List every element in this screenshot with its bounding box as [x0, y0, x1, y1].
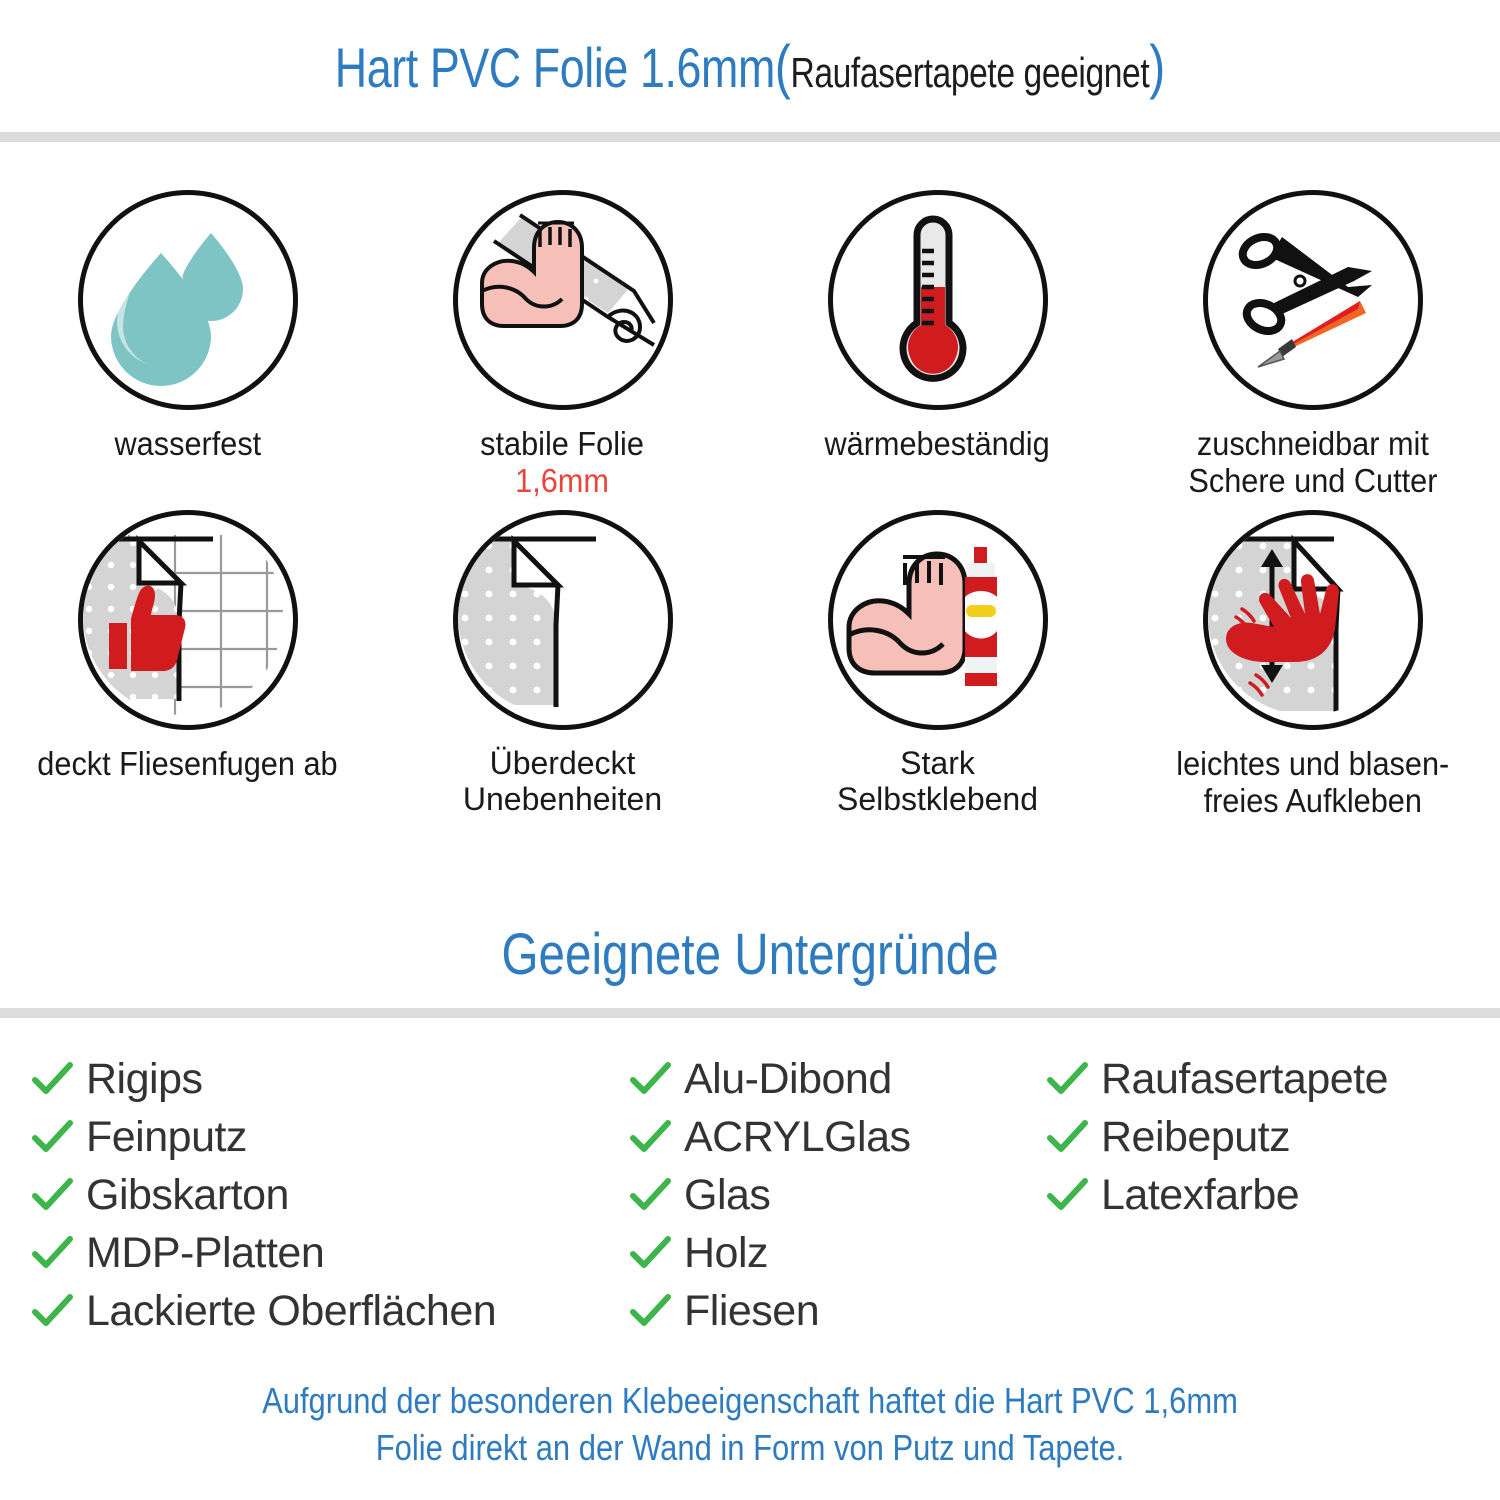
check-icon [628, 1173, 672, 1217]
check-icon [30, 1115, 74, 1159]
feature-selbstklebend: Stark Selbstklebend [750, 500, 1125, 840]
feature-caption: Stark Selbstklebend [836, 745, 1039, 817]
substrate-label: MDP-Platten [86, 1228, 325, 1277]
check-icon [628, 1289, 672, 1333]
list-item: MDP-Platten [30, 1224, 496, 1282]
scissors-cutter-icon [1202, 190, 1423, 410]
feature-caption: wasserfest [114, 425, 261, 462]
title-main: Hart PVC Folie 1.6mm [334, 35, 776, 99]
section-heading: Geeignete Untergründe [0, 900, 1500, 1008]
feature-waermebestaendig: wärmebeständig [750, 160, 1125, 500]
arm-glue-icon [827, 510, 1048, 730]
divider-middle [0, 1008, 1500, 1018]
check-icon [628, 1115, 672, 1159]
substrate-label: Reibeputz [1101, 1112, 1291, 1161]
feature-zuschneidbar: zuschneidbar mit Schere und Cutter [1125, 160, 1500, 500]
substrate-column-3: Raufasertapete Reibeputz Latexfarbe [1045, 1050, 1389, 1224]
list-item: Feinputz [30, 1108, 496, 1166]
list-item: ACRYLGlas [628, 1108, 911, 1166]
substrate-column-1: Rigips Feinputz Gibskarton MDP-Platten L… [30, 1050, 497, 1340]
substrate-label: Raufasertapete [1101, 1054, 1389, 1103]
list-item: Latexfarbe [1045, 1166, 1388, 1224]
water-drops-icon [77, 190, 298, 410]
substrate-label: Lackierte Oberflächen [86, 1286, 497, 1335]
feature-ueberdeckt: Überdeckt Unebenheiten [375, 500, 750, 840]
footer-line-1: Aufgrund der besonderen Klebeeigenschaft… [262, 1380, 1238, 1421]
feature-caption: leichtes und blasen- freies Aufkleben [1176, 745, 1449, 819]
substrate-checklist: Rigips Feinputz Gibskarton MDP-Platten L… [0, 1050, 1500, 1350]
check-icon [1045, 1115, 1089, 1159]
list-item: Reibeputz [1045, 1108, 1388, 1166]
feature-caption: wärmebeständig [824, 425, 1051, 462]
list-item: Fliesen [628, 1282, 911, 1340]
feature-blasenfrei: leichtes und blasen- freies Aufkleben [1125, 500, 1500, 840]
thickness-value: 1,6mm [515, 461, 610, 499]
substrate-label: Glas [684, 1170, 771, 1219]
check-icon [30, 1057, 74, 1101]
strong-film-roll-icon [452, 190, 673, 410]
substrate-label: Feinputz [86, 1112, 247, 1161]
title-subtitle: Raufasertapete geeignet [790, 48, 1150, 96]
page-title: Hart PVC Folie 1.6mm(Raufasertapete geei… [0, 0, 1500, 132]
thumbs-up-tile-icon [77, 510, 298, 730]
feature-grid: wasserfest stabile F [0, 160, 1500, 900]
substrate-label: Rigips [86, 1054, 203, 1103]
substrate-label: ACRYLGlas [684, 1112, 911, 1161]
list-item: Raufasertapete [1045, 1050, 1389, 1108]
feature-wasserfest: wasserfest [0, 160, 375, 500]
divider-top [0, 132, 1500, 142]
check-icon [30, 1231, 74, 1275]
list-item: Glas [628, 1166, 911, 1224]
hand-smoothing-icon [1202, 510, 1423, 730]
substrate-label: Holz [684, 1228, 769, 1277]
feature-caption: zuschneidbar mit Schere und Cutter [1187, 425, 1438, 499]
check-icon [1045, 1057, 1089, 1101]
check-icon [1045, 1173, 1089, 1217]
substrate-label: Fliesen [684, 1286, 820, 1335]
substrate-label: Gibskarton [86, 1170, 289, 1219]
list-item: Holz [628, 1224, 911, 1282]
title-paren-open: ( [775, 32, 791, 100]
feature-caption: Überdeckt Unebenheiten [462, 745, 663, 817]
feature-fliesenfugen: deckt Fliesenfugen ab [0, 500, 375, 840]
list-item: Rigips [30, 1050, 496, 1108]
footer-note: Aufgrund der besonderen Klebeeigenschaft… [0, 1378, 1500, 1472]
check-icon [30, 1173, 74, 1217]
thermometer-icon [827, 190, 1048, 410]
feature-caption: stabile Folie 1,6mm [480, 425, 645, 499]
section-heading-text: Geeignete Untergründe [501, 921, 999, 987]
feature-stabile-folie: stabile Folie 1,6mm [375, 160, 750, 500]
title-paren-close: ) [1149, 32, 1166, 100]
footer-line-2: Folie direkt an der Wand in Form von Put… [375, 1426, 1125, 1468]
substrate-label: Latexfarbe [1101, 1170, 1300, 1219]
peeling-film-icon [452, 510, 673, 730]
list-item: Alu-Dibond [628, 1050, 911, 1108]
substrate-label: Alu-Dibond [684, 1054, 892, 1103]
list-item: Lackierte Oberflächen [30, 1282, 497, 1340]
check-icon [628, 1057, 672, 1101]
check-icon [30, 1289, 74, 1333]
substrate-column-2: Alu-Dibond ACRYLGlas Glas Holz Fliesen [628, 1050, 911, 1340]
feature-caption: deckt Fliesenfugen ab [37, 745, 338, 782]
list-item: Gibskarton [30, 1166, 496, 1224]
check-icon [628, 1231, 672, 1275]
